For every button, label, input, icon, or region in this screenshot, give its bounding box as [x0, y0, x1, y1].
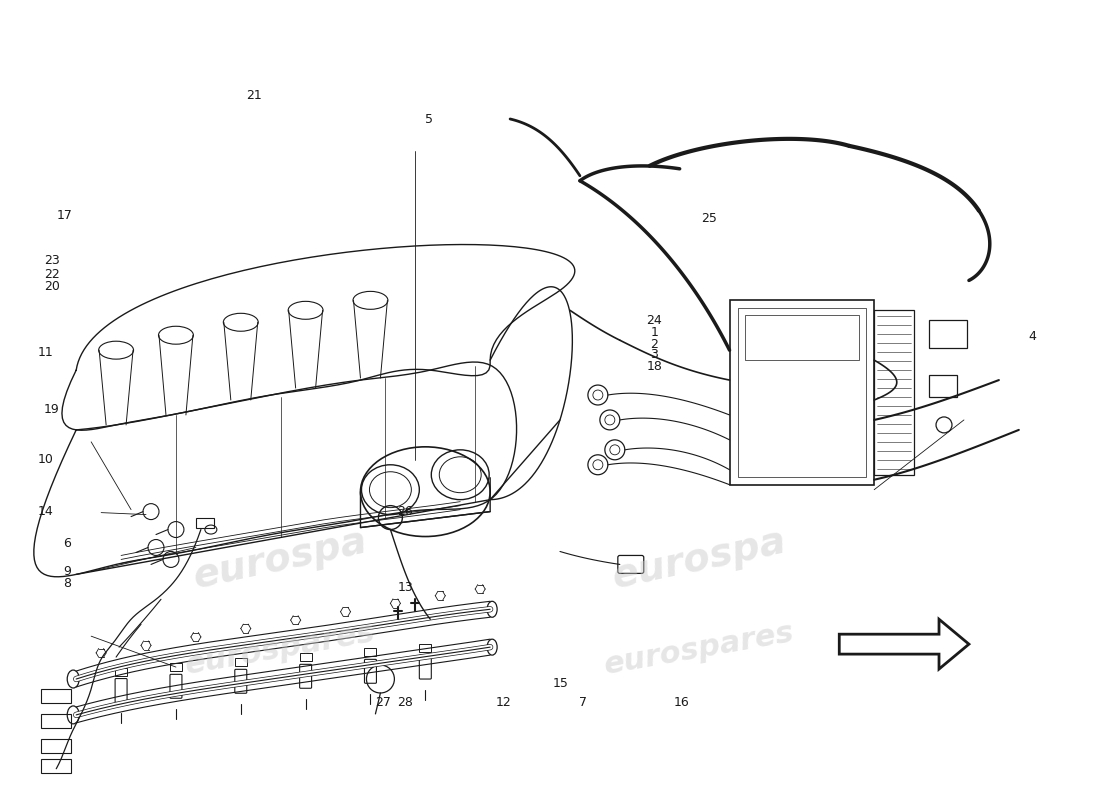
- Text: 15: 15: [553, 677, 569, 690]
- Text: 23: 23: [44, 254, 59, 267]
- Ellipse shape: [487, 639, 497, 655]
- Text: 8: 8: [63, 577, 72, 590]
- Text: 12: 12: [496, 697, 512, 710]
- Text: 5: 5: [426, 113, 433, 126]
- Text: 9: 9: [64, 565, 72, 578]
- Ellipse shape: [487, 602, 497, 618]
- Text: 16: 16: [674, 697, 690, 710]
- Bar: [364, 648, 376, 656]
- Text: eurospares: eurospares: [602, 618, 798, 680]
- Bar: [42, 689, 72, 703]
- Text: 27: 27: [375, 697, 392, 710]
- Bar: [42, 739, 72, 753]
- Bar: [874, 310, 914, 474]
- Text: 22: 22: [44, 267, 59, 281]
- Text: 10: 10: [37, 454, 53, 466]
- Text: 18: 18: [647, 360, 662, 373]
- Text: 4: 4: [1028, 330, 1036, 342]
- Bar: [196, 518, 213, 527]
- Bar: [419, 644, 431, 652]
- Ellipse shape: [67, 706, 79, 724]
- Text: 20: 20: [44, 280, 59, 294]
- Text: 14: 14: [37, 505, 53, 518]
- Text: 1: 1: [650, 326, 658, 338]
- Bar: [745, 315, 859, 360]
- Bar: [116, 667, 128, 675]
- Bar: [234, 658, 246, 666]
- Text: 21: 21: [246, 89, 262, 102]
- Text: 17: 17: [57, 209, 73, 222]
- Text: 24: 24: [647, 314, 662, 326]
- Bar: [930, 320, 967, 348]
- Text: eurospa: eurospa: [609, 522, 790, 597]
- Text: 11: 11: [37, 346, 53, 358]
- Bar: [42, 714, 72, 728]
- Text: eurospa: eurospa: [190, 522, 372, 597]
- Text: 3: 3: [650, 348, 658, 361]
- Bar: [729, 300, 875, 485]
- Text: eurospares: eurospares: [184, 618, 378, 680]
- Text: 19: 19: [44, 403, 59, 416]
- Bar: [170, 663, 182, 671]
- Ellipse shape: [67, 670, 79, 688]
- Bar: [299, 654, 311, 662]
- Bar: [42, 758, 72, 773]
- Text: 13: 13: [397, 581, 412, 594]
- Bar: [930, 375, 957, 397]
- Text: 2: 2: [650, 338, 658, 350]
- Text: 26: 26: [397, 505, 412, 518]
- Bar: [737, 308, 866, 477]
- Text: 28: 28: [397, 697, 414, 710]
- Text: 7: 7: [579, 697, 587, 710]
- Text: 6: 6: [64, 537, 72, 550]
- Text: 25: 25: [701, 212, 717, 225]
